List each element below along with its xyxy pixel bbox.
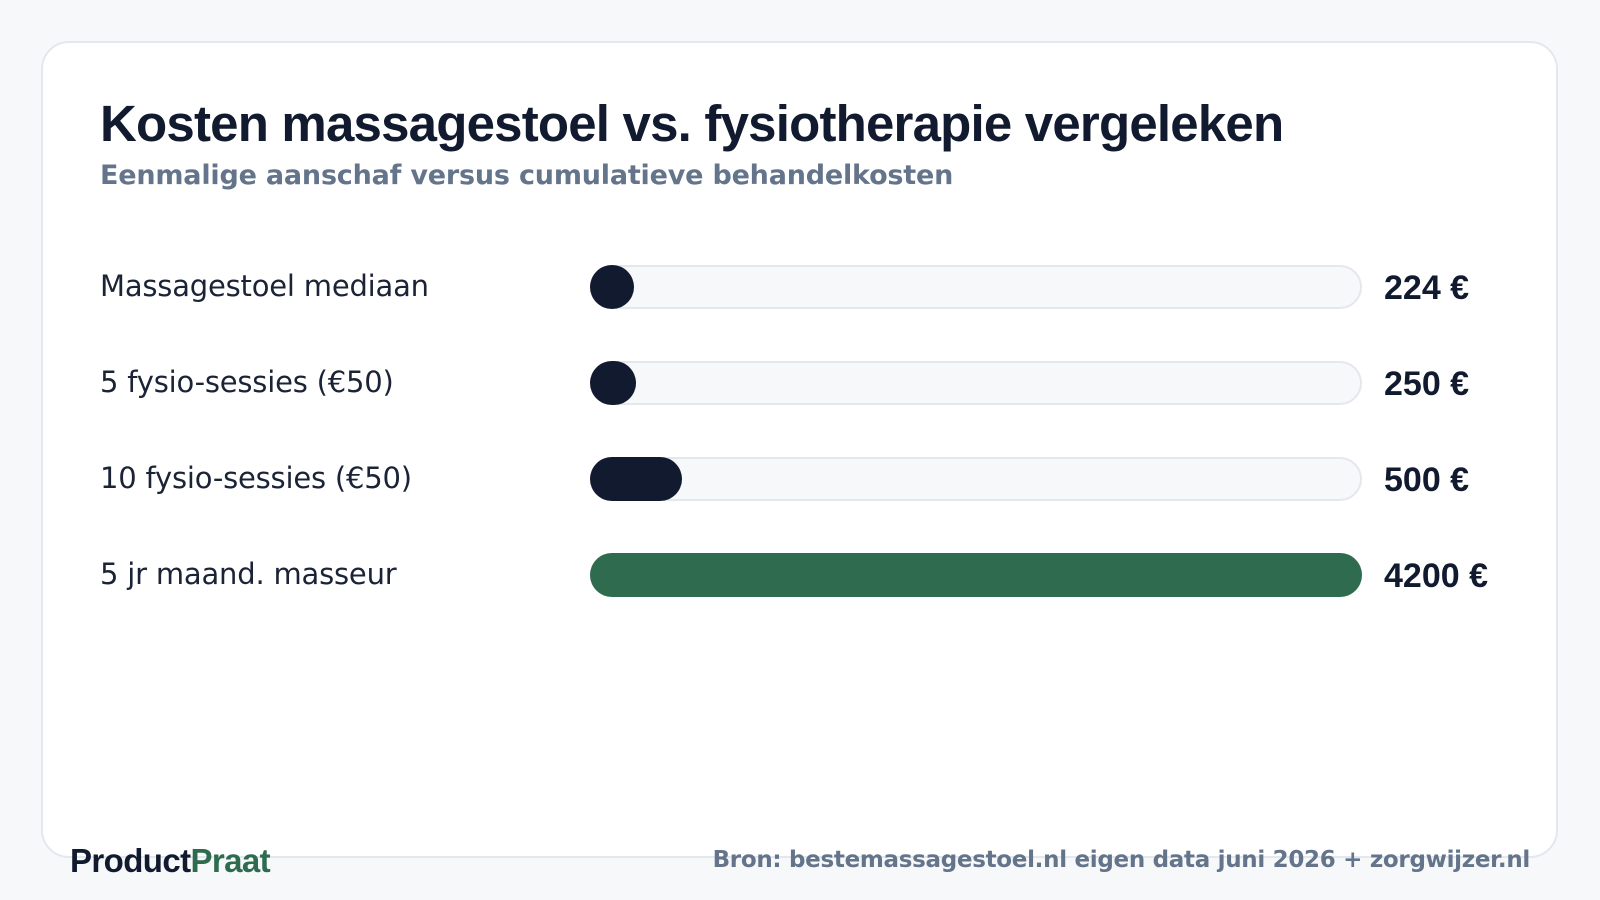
value-label: 250 € [1384,365,1470,403]
bar [590,265,634,309]
category-label: 5 jr maand. masseur [100,557,397,591]
bar-row: 10 fysio-sessies (€50) 500 € [0,457,1600,503]
bar-row: 5 fysio-sessies (€50) 250 € [0,361,1600,407]
value-label: 4200 € [1384,557,1488,595]
bar-row: Massagestoel mediaan 224 € [0,265,1600,311]
bar [590,457,682,501]
category-label: Massagestoel mediaan [100,269,429,303]
value-label: 500 € [1384,461,1470,499]
value-label: 224 € [1384,269,1470,307]
bar-track [590,265,1362,309]
chart-subtitle: Eenmalige aanschaf versus cumulatieve be… [100,160,954,191]
bar-track [590,457,1362,501]
category-label: 5 fysio-sessies (€50) [100,365,394,399]
category-label: 10 fysio-sessies (€50) [100,461,412,495]
bar-track [590,361,1362,405]
source-note: Bron: bestemassagestoel.nl eigen data ju… [712,847,1531,873]
brand-logo-part-1: Product [70,842,191,879]
chart-title: Kosten massagestoel vs. fysiotherapie ve… [100,95,1284,152]
bar-row: 5 jr maand. masseur 4200 € [0,553,1600,599]
bar [590,553,1362,597]
brand-logo: ProductPraat [70,842,271,880]
bar [590,361,636,405]
brand-logo-part-2: Praat [190,842,271,879]
chart-card [41,41,1558,858]
